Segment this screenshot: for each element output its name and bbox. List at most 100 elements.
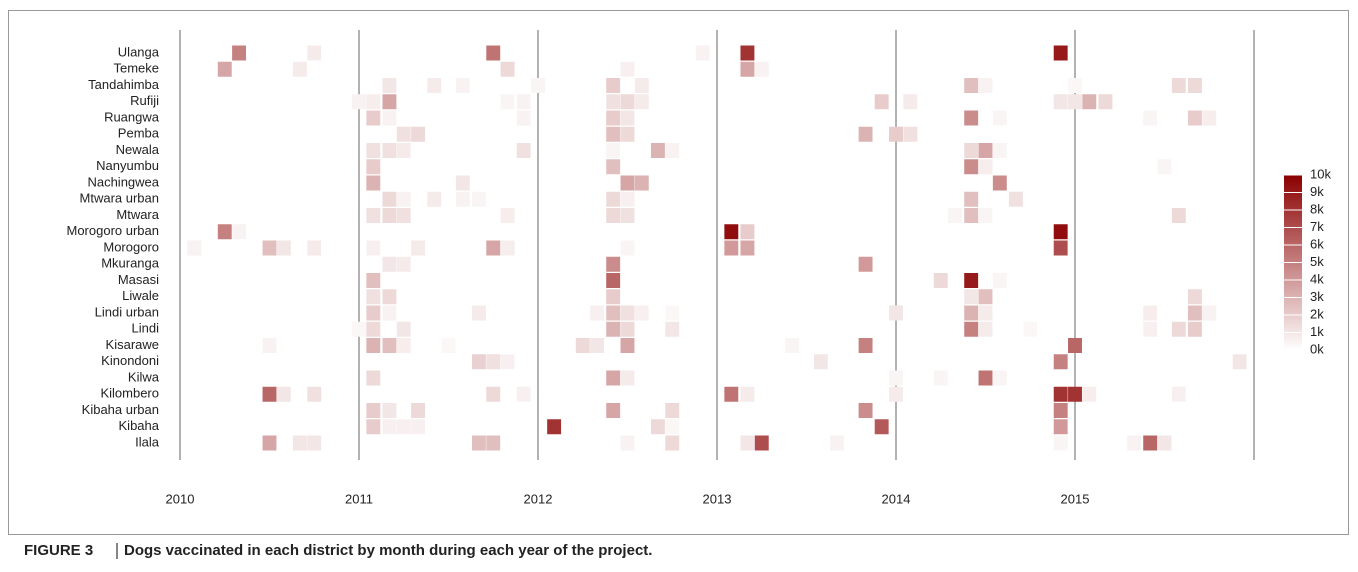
cell — [1023, 321, 1038, 337]
cell — [964, 208, 979, 223]
cell — [1068, 94, 1082, 110]
cell — [606, 321, 621, 337]
cell — [307, 386, 322, 402]
cell — [620, 338, 635, 353]
cell — [1008, 191, 1023, 207]
cell — [1157, 435, 1172, 451]
cell — [366, 289, 381, 305]
row-label: Lindi — [132, 321, 160, 336]
cell — [366, 240, 381, 256]
cell — [1068, 338, 1082, 353]
cell — [724, 240, 739, 256]
cell — [1053, 386, 1068, 402]
cell — [382, 419, 397, 435]
cell — [620, 208, 635, 223]
cell — [813, 354, 828, 370]
cell — [516, 386, 531, 402]
cell — [606, 126, 621, 142]
cell — [262, 435, 277, 451]
cell — [411, 240, 426, 256]
row-label: Mtwara — [116, 207, 159, 222]
cell — [665, 321, 680, 337]
cell — [500, 208, 515, 223]
cell — [606, 159, 621, 175]
cell — [858, 338, 873, 353]
cell — [366, 159, 381, 175]
cell — [575, 338, 590, 353]
cell — [665, 435, 680, 451]
cell — [396, 321, 411, 337]
cell — [292, 435, 307, 451]
cell — [1068, 78, 1082, 93]
cell — [740, 386, 755, 402]
cell — [1187, 305, 1202, 321]
cell — [471, 305, 486, 321]
cell — [620, 305, 635, 321]
cell — [366, 175, 381, 191]
cell — [665, 403, 680, 418]
cell — [1202, 305, 1217, 321]
cell — [620, 175, 635, 191]
cell — [695, 45, 710, 61]
row-label: Mtwara urban — [80, 191, 159, 206]
cell — [620, 191, 635, 207]
cell — [606, 78, 621, 93]
cell — [1053, 94, 1068, 110]
row-label: Ulanga — [118, 44, 160, 59]
cell — [352, 321, 366, 337]
cell — [903, 94, 918, 110]
cell — [933, 370, 948, 386]
cell — [1171, 321, 1186, 337]
cell — [889, 126, 903, 142]
caption-label: FIGURE 3 — [24, 542, 93, 559]
row-label: Nanyumbu — [96, 158, 159, 173]
x-tick-label: 2012 — [524, 491, 553, 506]
cell — [471, 354, 486, 370]
cell — [1053, 403, 1068, 418]
cell — [724, 386, 739, 402]
cell — [620, 126, 635, 142]
cell — [217, 61, 232, 77]
cell — [366, 208, 381, 223]
x-tick-label: 2014 — [882, 491, 911, 506]
cell — [620, 435, 635, 451]
cell — [516, 143, 531, 158]
cell — [396, 256, 411, 272]
cell — [978, 321, 993, 337]
cell — [1202, 110, 1217, 126]
cell — [964, 110, 979, 126]
cell — [754, 435, 769, 451]
row-label: Morogoro urban — [67, 223, 160, 238]
cell — [978, 208, 993, 223]
cell — [366, 94, 381, 110]
cell — [500, 354, 515, 370]
cell — [1143, 321, 1158, 337]
colorbar-label: 0k — [1310, 341, 1324, 356]
cell — [1068, 386, 1082, 402]
cell — [858, 403, 873, 418]
cell — [1143, 305, 1158, 321]
cell — [1143, 110, 1158, 126]
cell — [366, 419, 381, 435]
cell — [1187, 78, 1202, 93]
cell — [292, 61, 307, 77]
cell — [307, 240, 322, 256]
cell — [471, 191, 486, 207]
cell — [382, 208, 397, 223]
row-label: Morogoro — [103, 239, 159, 254]
cell — [964, 143, 979, 158]
cell — [382, 110, 397, 126]
cell — [992, 175, 1007, 191]
cell — [1171, 386, 1186, 402]
cell — [1171, 208, 1186, 223]
x-tick-label: 2015 — [1061, 491, 1090, 506]
cell — [634, 78, 649, 93]
colorbar-label: 8k — [1310, 201, 1324, 216]
cell — [307, 435, 322, 451]
cell — [740, 224, 755, 240]
cell — [665, 305, 680, 321]
row-label: Liwale — [122, 288, 159, 303]
cell — [366, 403, 381, 418]
cell — [606, 208, 621, 223]
cell — [232, 224, 247, 240]
